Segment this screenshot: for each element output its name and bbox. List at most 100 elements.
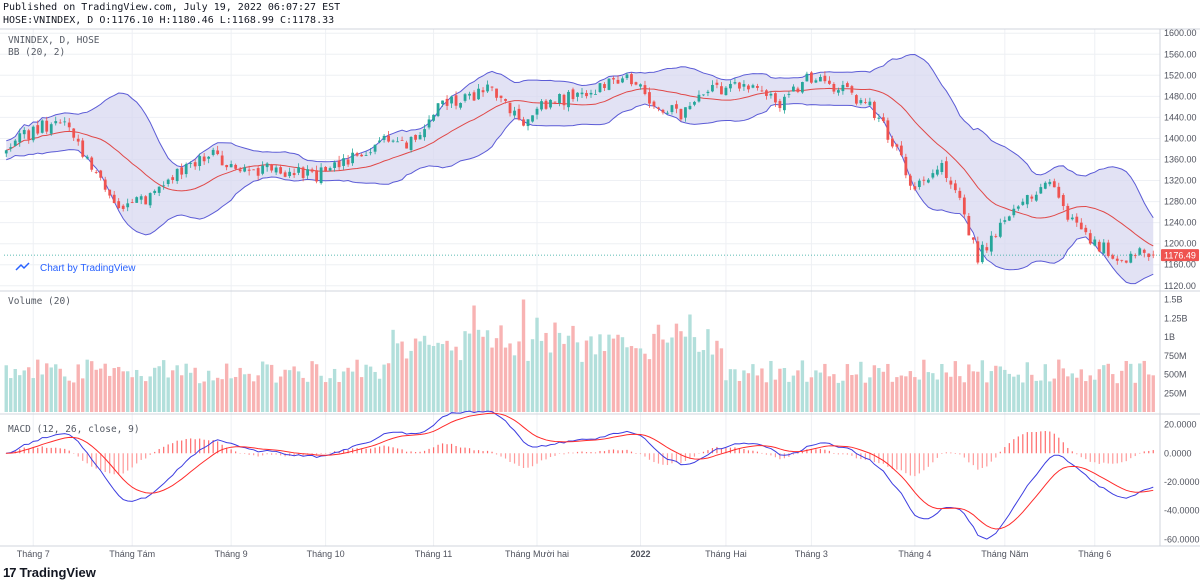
macd-histogram-bar bbox=[136, 453, 138, 464]
candle-body bbox=[998, 222, 1002, 237]
price-axes[interactable]: 1176.49 1120.00 1160.00 1200.00 1240.00 1280.… bbox=[1161, 28, 1200, 544]
candle bbox=[171, 174, 175, 184]
candle-body bbox=[162, 185, 166, 187]
macd-histogram-bar bbox=[891, 453, 893, 470]
macd-histogram-bar bbox=[918, 453, 920, 474]
candle bbox=[166, 178, 170, 187]
macd-histogram-bar bbox=[1080, 453, 1082, 458]
candle bbox=[823, 71, 827, 84]
volume-bar bbox=[215, 377, 220, 412]
candle-body bbox=[315, 170, 319, 182]
time-axis[interactable]: Tháng 7 Tháng Tám Tháng 9 Tháng 10 Tháng 11 T… bbox=[17, 549, 1112, 559]
candle-body bbox=[112, 194, 116, 204]
macd-histogram-bar bbox=[896, 453, 898, 470]
macd-histogram-bar bbox=[1139, 452, 1141, 454]
candle-body bbox=[778, 101, 782, 109]
candle-body bbox=[715, 82, 719, 85]
volume-bar bbox=[710, 354, 715, 412]
volume-bar bbox=[845, 364, 850, 412]
candle bbox=[567, 90, 570, 112]
volume-bar bbox=[1147, 374, 1151, 412]
volume-bar bbox=[229, 378, 233, 412]
candle-body bbox=[792, 86, 795, 92]
volume-bar bbox=[386, 363, 391, 412]
volume-bar bbox=[922, 359, 926, 412]
candle-body bbox=[549, 99, 552, 108]
candle bbox=[1003, 216, 1007, 225]
volume-bar bbox=[346, 367, 350, 412]
candle bbox=[85, 154, 89, 160]
candle-body bbox=[949, 180, 953, 185]
candle-body bbox=[1120, 259, 1124, 261]
macd-series[interactable] bbox=[5, 410, 1154, 540]
candle-body bbox=[211, 149, 215, 155]
macd-histogram-bar bbox=[608, 449, 610, 454]
macd-histogram-bar bbox=[689, 453, 691, 459]
candle-body bbox=[801, 82, 804, 93]
candle-body bbox=[733, 82, 737, 84]
volume-bar bbox=[881, 371, 886, 412]
candle-body bbox=[1034, 194, 1038, 201]
candle-body bbox=[760, 90, 764, 92]
time-axis-label: Tháng 11 bbox=[415, 549, 452, 559]
volume-bar bbox=[539, 340, 544, 412]
volume-bar bbox=[377, 378, 382, 412]
macd-histogram-bar bbox=[495, 453, 498, 455]
candle-body bbox=[418, 134, 422, 140]
macd-histogram-bar bbox=[455, 445, 457, 454]
candle bbox=[985, 242, 989, 253]
candle bbox=[774, 92, 777, 107]
volume-series[interactable] bbox=[4, 299, 1155, 413]
volume-bar bbox=[697, 351, 701, 412]
macd-histogram-bar bbox=[217, 441, 219, 454]
candle bbox=[189, 161, 193, 168]
macd-histogram-bar bbox=[738, 448, 741, 454]
candle bbox=[1120, 259, 1124, 263]
volume-bar bbox=[242, 374, 247, 412]
macd-histogram-bar bbox=[477, 450, 480, 454]
volume-bar bbox=[913, 377, 917, 412]
macd-histogram-bar bbox=[104, 453, 106, 473]
candle bbox=[513, 106, 516, 118]
candle-body bbox=[1097, 241, 1101, 252]
candle bbox=[589, 89, 593, 98]
price-tick-label: 1120.00 bbox=[1164, 281, 1196, 291]
candle bbox=[234, 163, 238, 171]
candle-body bbox=[814, 80, 818, 83]
macd-histogram-bar bbox=[806, 449, 808, 454]
volume-bar bbox=[184, 363, 188, 412]
macd-histogram-bar bbox=[419, 451, 421, 454]
volume-bar bbox=[202, 381, 206, 412]
candle-body bbox=[693, 101, 696, 105]
volume-bar bbox=[400, 341, 404, 412]
volume-bar bbox=[926, 372, 931, 412]
candle bbox=[819, 74, 822, 82]
macd-histogram-bar bbox=[635, 453, 637, 454]
candle-body bbox=[297, 167, 301, 173]
volume-bar bbox=[72, 382, 76, 412]
macd-histogram-bar bbox=[86, 453, 88, 464]
candlestick-series[interactable] bbox=[4, 71, 1155, 265]
volume-bar bbox=[715, 340, 719, 412]
macd-histogram-bar bbox=[203, 439, 205, 454]
candle-body bbox=[252, 169, 256, 171]
candle-body bbox=[1129, 253, 1133, 263]
volume-bar bbox=[238, 367, 242, 412]
candle bbox=[337, 155, 341, 171]
macd-histogram-bar bbox=[145, 453, 147, 459]
candle-body bbox=[747, 85, 750, 90]
tradingview-brand[interactable]: 17 TradingView bbox=[3, 565, 96, 580]
candle-body bbox=[675, 104, 678, 109]
volume-bar bbox=[764, 382, 769, 412]
macd-histogram-bar bbox=[522, 453, 525, 469]
macd-histogram-bar bbox=[554, 453, 556, 456]
candle bbox=[778, 98, 782, 112]
candle bbox=[751, 83, 755, 89]
macd-histogram-bar bbox=[1094, 453, 1096, 463]
candle bbox=[989, 231, 993, 256]
volume-bar bbox=[1034, 380, 1038, 412]
candle bbox=[108, 189, 112, 199]
volume-bar bbox=[872, 365, 877, 412]
candle bbox=[549, 99, 552, 110]
